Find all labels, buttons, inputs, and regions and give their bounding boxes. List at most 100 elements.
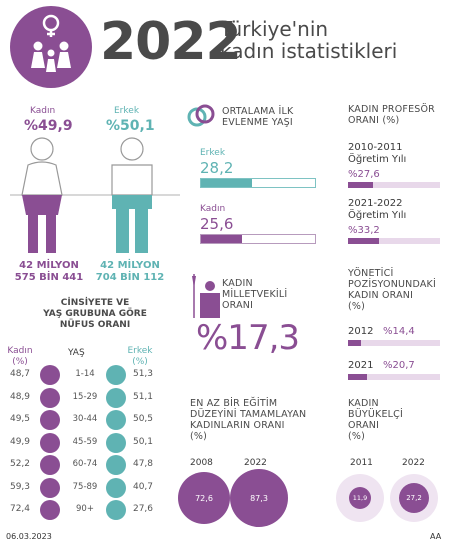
age-male-value: 27,6 [132, 504, 154, 514]
professor-p2-bar [348, 238, 440, 244]
age-group: 60-74 [72, 459, 98, 469]
footer-source: AA [430, 532, 442, 541]
professor-p1-bar [348, 182, 440, 188]
woman-icon [21, 137, 63, 253]
age-male-value: 50,1 [132, 436, 154, 447]
ambassador-circle-1-inner: 11,9 [349, 487, 371, 509]
male-dot [106, 455, 126, 475]
header-logo [10, 6, 92, 88]
male-label: Erkek [114, 106, 140, 116]
age-row: 49,9 45-59 50,1 [6, 432, 166, 454]
mp-title: KADIN MİLLETVEKİLİ ORANI [222, 278, 288, 311]
age-group: 45-59 [72, 436, 98, 447]
age-group: 30-44 [72, 414, 98, 424]
female-dot [40, 500, 60, 520]
marriage-male-label: Erkek [200, 148, 226, 158]
male-dot [106, 477, 126, 498]
marriage-female-bar [200, 234, 316, 244]
education-year-2: 2022 [244, 458, 267, 468]
ambassador-circle-2-inner: 27,2 [399, 483, 429, 513]
professor-p1-value: %27,6 [348, 169, 380, 180]
age-col-age: YAŞ [68, 348, 85, 358]
age-male-value: 50,5 [132, 414, 154, 424]
male-dot [106, 387, 126, 408]
female-dot [40, 455, 60, 475]
mp-value: %17,3 [196, 318, 300, 358]
manager-bar-1-fill [348, 340, 362, 346]
male-count: 42 MİLYON 704 BİN 112 [95, 260, 165, 283]
age-col-female: Kadın (%) [7, 346, 33, 367]
female-count: 42 MİLYON 575 BİN 441 [14, 260, 84, 283]
marriage-male-value: 28,2 [200, 159, 234, 177]
marriage-female-value: 25,6 [200, 215, 234, 233]
age-table: 48,7 1-14 51,3 48,9 15-29 51,1 49,5 30-44 50,5 49… [6, 364, 166, 524]
age-row: 48,9 15-29 51,1 [6, 387, 166, 409]
manager-title: YÖNETİCİ POZİSYONUNDAKİ KADIN ORANI (%) [348, 268, 436, 312]
education-circle-2: 87,3 [230, 469, 288, 527]
male-dot [106, 365, 126, 385]
female-dot [40, 365, 60, 385]
age-title: CİNSİYETE VE YAŞ GRUBUNA GÖRE NÜFUS ORAN… [43, 298, 147, 330]
man-icon [111, 137, 153, 253]
ambassador-circle-1: 11,9 [336, 474, 384, 522]
age-female-value: 59,3 [9, 481, 31, 492]
education-title: EN AZ BİR EĞİTİM DÜZEYİNİ TAMAMLAYAN KAD… [190, 398, 307, 442]
male-dot [106, 500, 126, 520]
professor-p2-bar-fill [348, 238, 379, 244]
age-group: 1-14 [75, 369, 95, 379]
male-dot [106, 432, 126, 453]
manager-bar-1 [348, 340, 440, 346]
female-pct: %49,9 [24, 118, 73, 134]
education-year-1: 2008 [190, 458, 213, 468]
professor-p2-value: %33,2 [348, 225, 380, 236]
age-row: 59,3 75-89 40,7 [6, 477, 166, 499]
age-row: 52,2 60-74 47,8 [6, 454, 166, 476]
age-female-value: 48,7 [9, 369, 31, 379]
professor-p1-bar-fill [348, 182, 374, 188]
marriage-male-bar [200, 178, 316, 188]
age-group: 90+ [76, 504, 94, 514]
ambassador-circle-2: 27,2 [390, 474, 438, 522]
marriage-male-bar-fill [201, 179, 253, 187]
age-male-value: 47,8 [132, 459, 154, 469]
age-female-value: 72,4 [9, 504, 31, 514]
age-male-value: 51,1 [132, 391, 154, 402]
footer-date: 06.03.2023 [6, 532, 52, 541]
education-circle-1: 72,6 [178, 472, 230, 524]
population-figures [10, 137, 180, 253]
professor-p1-label: 2010-2011 Öğretim Yılı [348, 142, 407, 165]
manager-bar-2-fill [348, 374, 368, 380]
age-female-value: 48,9 [9, 391, 31, 402]
ambassador-title: KADIN BÜYÜKELÇİ ORANI (%) [348, 398, 403, 442]
ambassador-year-1: 2011 [350, 458, 373, 468]
age-col-male: Erkek (%) [127, 346, 153, 367]
marriage-female-label: Kadın [200, 204, 226, 214]
female-dot [40, 410, 60, 430]
page-title: Türkiye'nin kadın istatistikleri [220, 17, 398, 63]
age-male-value: 51,3 [132, 369, 154, 379]
age-male-value: 40,7 [132, 481, 154, 492]
male-pct: %50,1 [106, 118, 155, 134]
age-group: 75-89 [72, 481, 98, 492]
female-dot [40, 432, 60, 453]
age-female-value: 52,2 [9, 459, 31, 469]
female-dot [40, 387, 60, 408]
age-female-value: 49,9 [9, 436, 31, 447]
manager-row-1: 2012 %14,4 [348, 326, 415, 337]
manager-row-2: 2021 %20,7 [348, 360, 415, 371]
page-year: 2022 [100, 12, 242, 72]
female-family-icon [31, 14, 71, 72]
female-dot [40, 477, 60, 498]
ambassador-year-2: 2022 [402, 458, 425, 468]
male-dot [106, 410, 126, 430]
age-group: 15-29 [72, 391, 98, 402]
professor-p2-label: 2021-2022 Öğretim Yılı [348, 198, 407, 221]
parliament-icon [192, 274, 220, 318]
age-row: 72,4 90+ 27,6 [6, 499, 166, 521]
marriage-female-bar-fill [201, 235, 243, 243]
professor-title: KADIN PROFESÖR ORANI (%) [348, 104, 435, 126]
age-row: 48,7 1-14 51,3 [6, 364, 166, 386]
marriage-title: ORTALAMA İLK EVLENME YAŞI [222, 106, 294, 128]
rings-icon [187, 104, 215, 127]
age-female-value: 49,5 [9, 414, 31, 424]
